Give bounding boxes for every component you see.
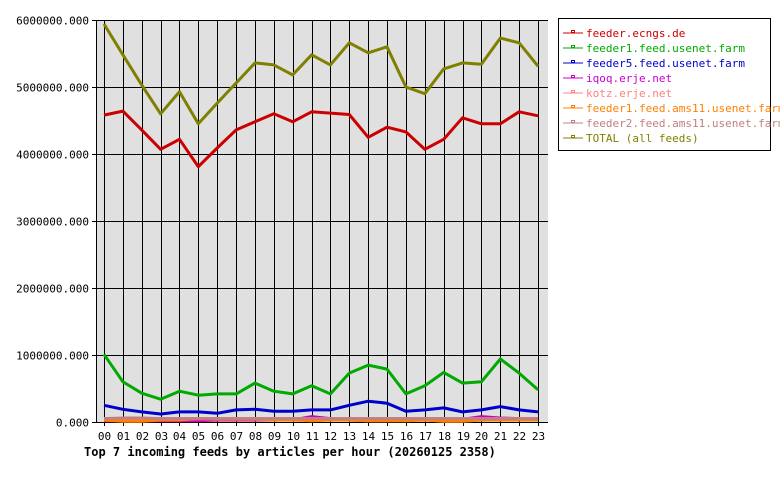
x-tick-label: 08 — [249, 430, 262, 443]
legend-marker — [571, 135, 575, 138]
legend-marker — [571, 105, 575, 108]
series-line — [103, 416, 538, 421]
series-line — [103, 399, 539, 416]
x-tick-label: 16 — [400, 430, 413, 443]
legend-label: kotz.erje.net — [586, 87, 672, 100]
x-axis: 00 01 02 03 04 05 06 07 08 09 10 11 12 13 14 15 16 17 18 19… — [98, 430, 545, 443]
x-tick-label: 01 — [117, 430, 130, 443]
x-tick-label: 00 — [98, 430, 111, 443]
x-tick-label: 05 — [192, 430, 205, 443]
legend-item: feeder1.feed.ams11.usenet.farm — [563, 102, 780, 115]
legend-label: feeder5.feed.usenet.farm — [586, 57, 745, 70]
x-tick-label: 19 — [457, 430, 470, 443]
legend-item: TOTAL (all feeds) — [563, 132, 699, 145]
legend-item: feeder.ecngs.de — [563, 27, 685, 40]
x-tick-label: 07 — [230, 430, 243, 443]
legend-marker — [571, 45, 575, 48]
x-tick-label: 18 — [438, 430, 451, 443]
legend-item: feeder2.feed.ams11.usenet.farm — [563, 117, 780, 130]
series-line — [102, 353, 539, 401]
legend-item: feeder1.feed.usenet.farm — [563, 42, 745, 55]
y-tick-label: 6000000.000 — [16, 15, 89, 28]
grid — [92, 20, 548, 426]
legend-item: iqoq.erje.net — [563, 72, 672, 85]
series-line — [103, 109, 539, 169]
legend-label: iqoq.erje.net — [586, 72, 672, 85]
legend-label: feeder2.feed.ams11.usenet.farm — [586, 117, 780, 130]
legend-marker — [571, 60, 575, 63]
legend-marker — [571, 30, 575, 33]
legend: feeder.ecngs.de feeder1.feed.usenet.farm f… — [558, 18, 780, 151]
x-tick-label: 23 — [532, 430, 545, 443]
chart-title: Top 7 incoming feeds by articles per hou… — [84, 445, 496, 459]
x-tick-label: 02 — [136, 430, 149, 443]
y-tick-label: 3000000.000 — [16, 216, 89, 229]
x-tick-label: 06 — [211, 430, 224, 443]
y-axis: 0.000 1000000.000 2000000.000 3000000.000 40… — [16, 15, 89, 430]
x-tick-label: 13 — [343, 430, 356, 443]
x-tick-label: 11 — [306, 430, 319, 443]
legend-label: feeder1.feed.usenet.farm — [586, 42, 745, 55]
x-tick-label: 09 — [268, 430, 281, 443]
y-tick-label: 4000000.000 — [16, 149, 89, 162]
legend-item: kotz.erje.net — [563, 87, 672, 100]
y-tick-label: 1000000.000 — [16, 350, 89, 363]
x-tick-label: 03 — [155, 430, 168, 443]
series-line — [102, 23, 540, 126]
x-tick-label: 14 — [362, 430, 376, 443]
legend-label: feeder1.feed.ams11.usenet.farm — [586, 102, 780, 115]
y-tick-label: 2000000.000 — [16, 283, 89, 296]
x-tick-label: 17 — [419, 430, 432, 443]
y-tick-label: 5000000.000 — [16, 82, 89, 95]
legend-marker — [571, 75, 575, 78]
legend-item: feeder5.feed.usenet.farm — [563, 57, 745, 70]
legend-label: TOTAL (all feeds) — [586, 132, 699, 145]
x-tick-label: 22 — [513, 430, 526, 443]
x-tick-label: 20 — [475, 430, 488, 443]
x-tick-label: 10 — [287, 430, 300, 443]
x-tick-label: 12 — [324, 430, 337, 443]
legend-marker — [571, 90, 575, 93]
y-tick-label: 0.000 — [56, 417, 89, 430]
legend-marker — [571, 120, 575, 123]
series-lines — [102, 23, 540, 423]
x-tick-label: 21 — [494, 430, 507, 443]
legend-label: feeder.ecngs.de — [586, 27, 685, 40]
x-tick-label: 04 — [173, 430, 187, 443]
x-tick-label: 15 — [381, 430, 394, 443]
